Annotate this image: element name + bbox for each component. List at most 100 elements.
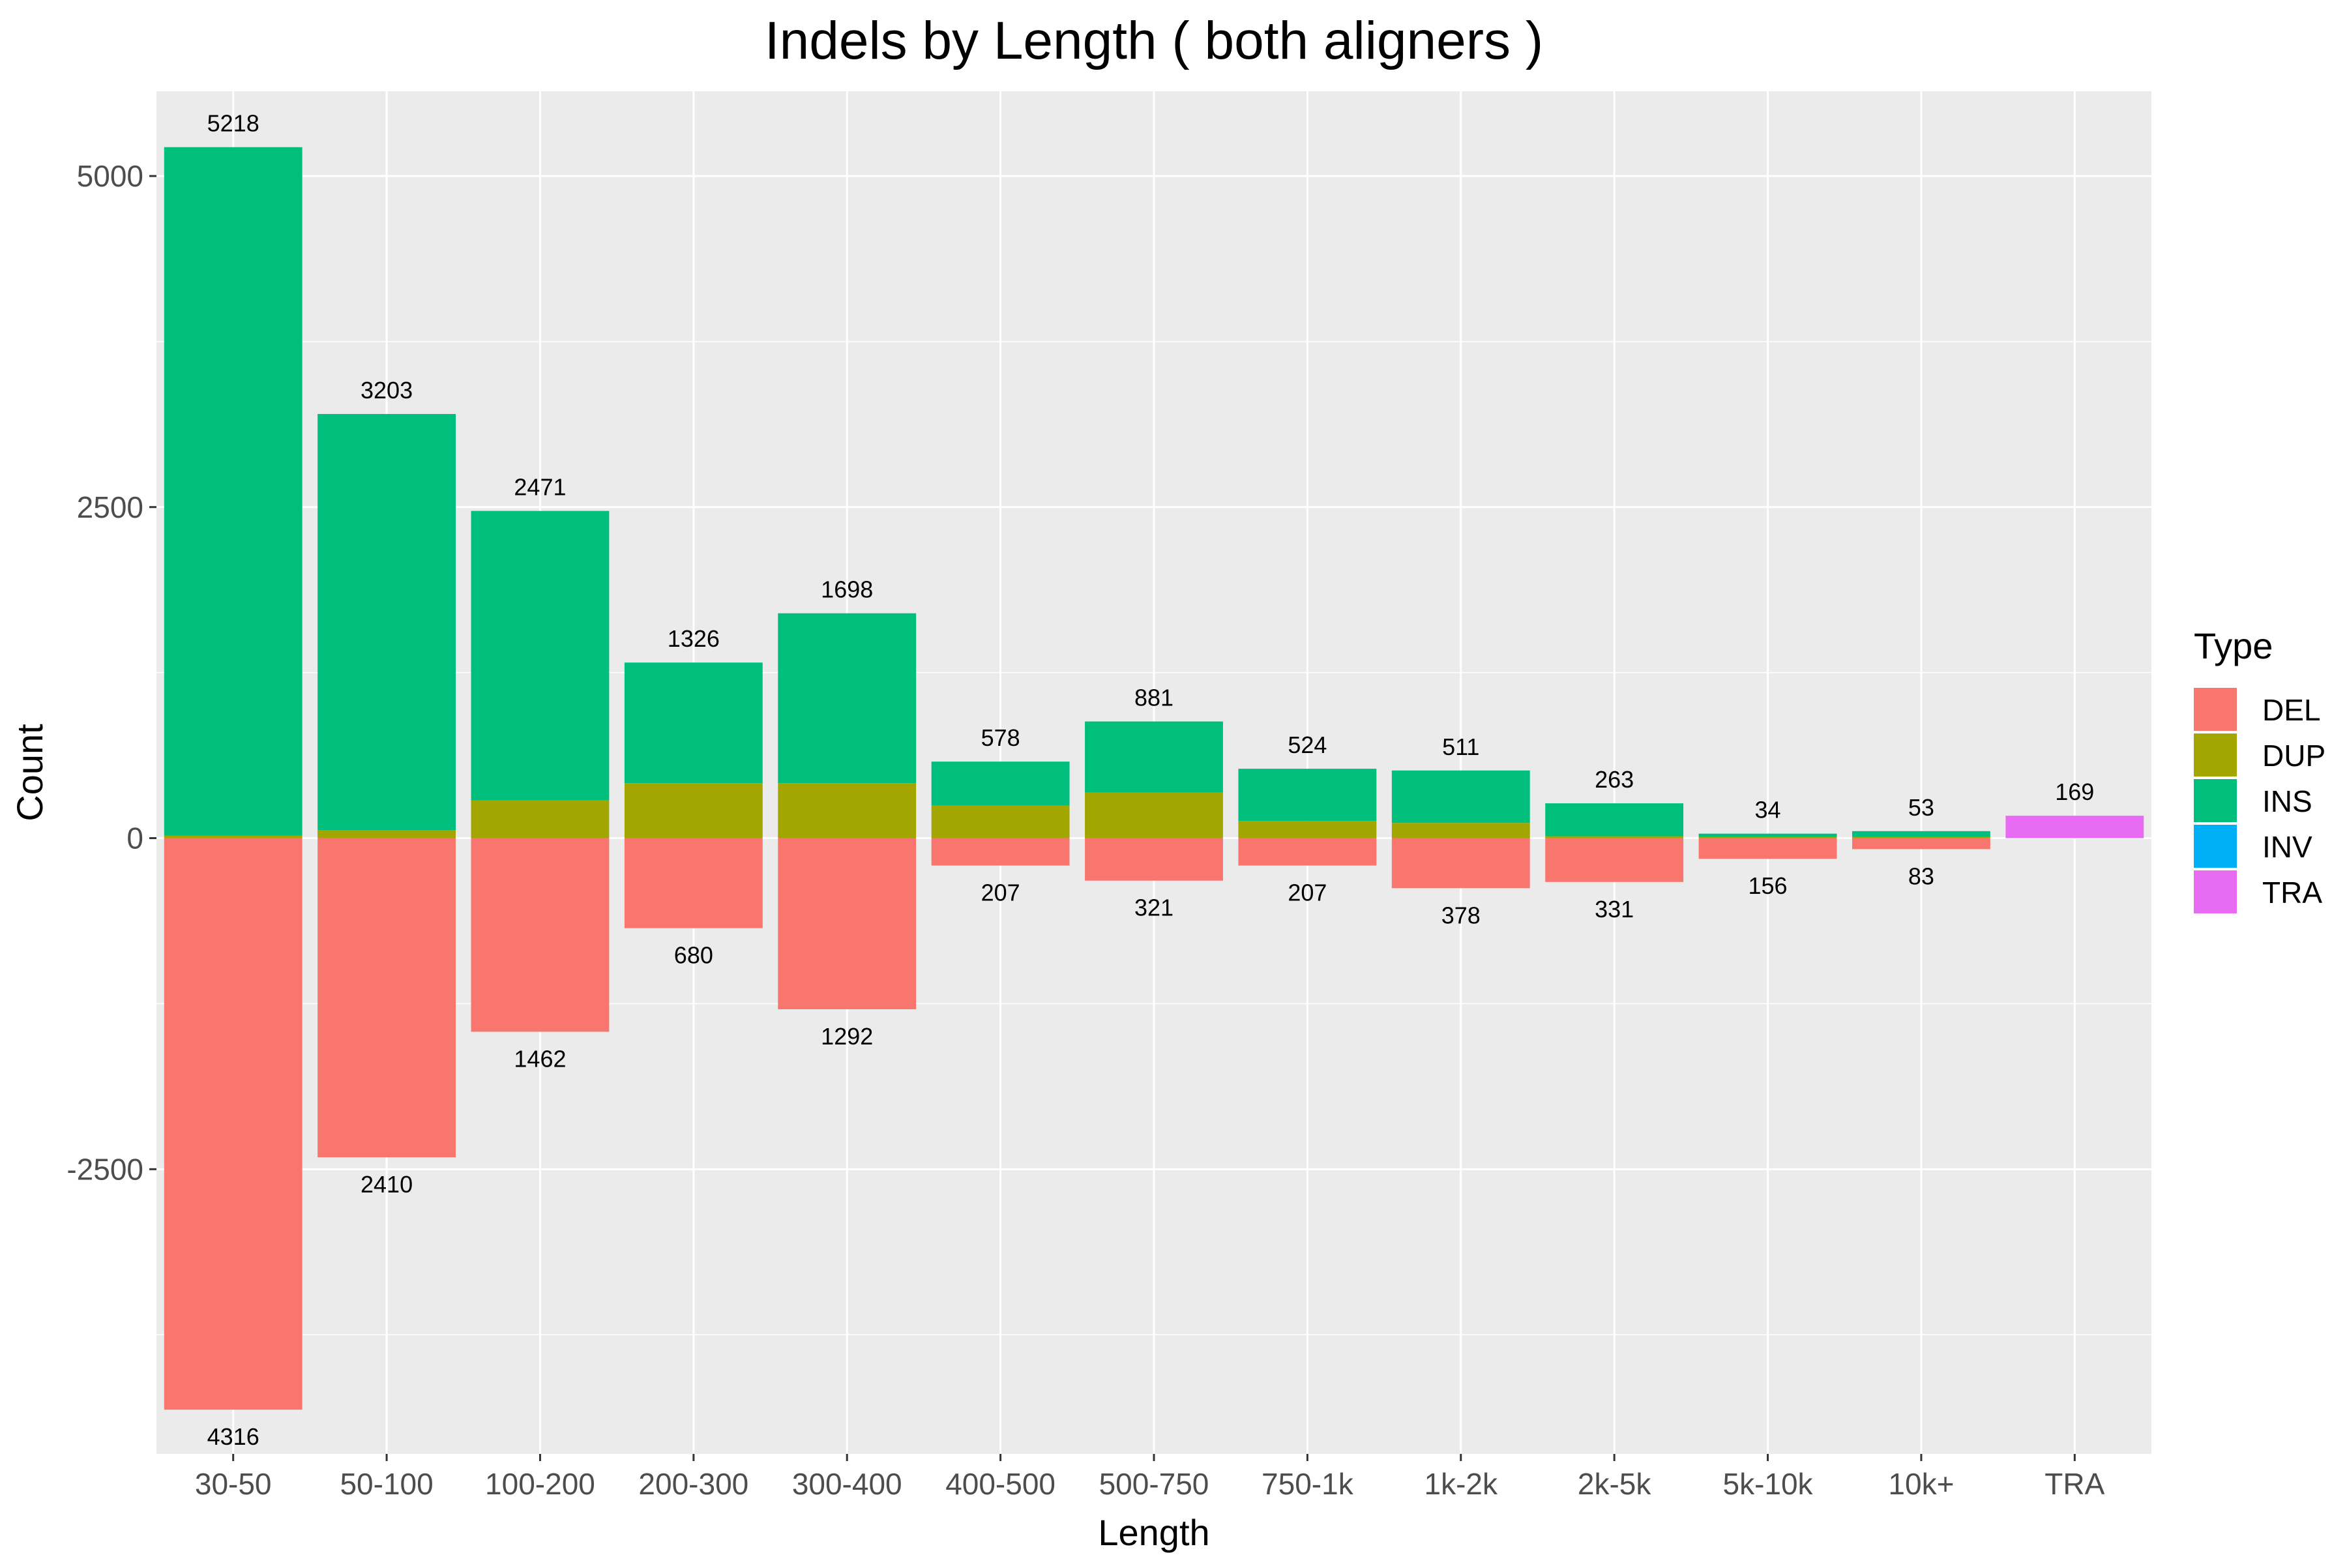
- bar-del-2k-5k: [1545, 838, 1684, 882]
- bar-dup-300-400: [778, 783, 917, 838]
- bar-dup-100-200: [471, 800, 610, 838]
- bars: [164, 147, 2144, 1410]
- bar-dup-400-500: [931, 805, 1070, 838]
- bar-del-100-200: [471, 838, 610, 1032]
- y-tick-label: 0: [126, 821, 143, 855]
- bar-dup-10k+: [1852, 836, 1990, 838]
- data-label-positive: 524: [1288, 732, 1327, 758]
- legend-key-del: [2194, 688, 2237, 731]
- bar-ins-5k-10k: [1698, 833, 1837, 837]
- legend-title: Type: [2194, 625, 2273, 666]
- bar-ins-50-100: [317, 413, 456, 831]
- bar-dup-2k-5k: [1545, 836, 1684, 838]
- x-tick-label: TRA: [2044, 1467, 2104, 1501]
- bar-del-300-400: [778, 838, 917, 1009]
- bar-ins-30-50: [164, 147, 303, 836]
- legend-label-del: DEL: [2262, 693, 2320, 727]
- data-label-negative: 378: [1441, 902, 1481, 928]
- data-label-positive: 169: [2055, 778, 2094, 805]
- legend-key-inv: [2194, 825, 2237, 868]
- data-label-positive: 3203: [361, 377, 413, 404]
- data-label-negative: 2410: [361, 1171, 413, 1198]
- data-label-positive: 5218: [207, 110, 259, 137]
- data-label-positive: 2471: [514, 474, 566, 501]
- bar-dup-30-50: [164, 835, 303, 838]
- legend-key-tra: [2194, 870, 2237, 913]
- x-tick-label: 200-300: [638, 1467, 748, 1501]
- bar-dup-750-1k: [1238, 821, 1377, 838]
- legend: Type DEL DUP INS INV TRA: [2194, 625, 2325, 913]
- x-tick-label: 2k-5k: [1578, 1467, 1651, 1501]
- x-tick-label: 5k-10k: [1722, 1467, 1813, 1501]
- x-tick-label: 750-1k: [1262, 1467, 1354, 1501]
- bar-del-1k-2k: [1391, 838, 1530, 889]
- data-label-negative: 156: [1748, 872, 1787, 899]
- data-label-negative: 83: [1908, 863, 1934, 889]
- data-label-negative: 680: [674, 942, 713, 969]
- x-axis-title: Length: [1098, 1512, 1209, 1553]
- bar-dup-200-300: [624, 783, 763, 838]
- bar-del-200-300: [624, 838, 763, 928]
- bar-dup-50-100: [317, 830, 456, 838]
- data-label-positive: 881: [1134, 685, 1174, 711]
- data-label-positive: 53: [1908, 794, 1934, 821]
- x-axis: 30-50 50-100 100-200 200-300 300-400 400-500 5…: [195, 1454, 2105, 1501]
- chart-title: Indels by Length ( both aligners ): [765, 11, 1543, 70]
- bar-dup-5k-10k: [1698, 836, 1837, 838]
- bar-del-30-50: [164, 838, 303, 1410]
- x-tick-label: 100-200: [485, 1467, 595, 1501]
- data-labels: 5218 4316 3203 2410 2471 1462 1326 680 1698 1292 5…: [207, 110, 2095, 1450]
- bar-ins-300-400: [778, 613, 917, 784]
- bar-del-750-1k: [1238, 838, 1377, 866]
- bar-del-500-750: [1085, 838, 1223, 881]
- data-label-negative: 321: [1134, 895, 1174, 921]
- bar-tra-TRA: [2005, 816, 2144, 838]
- y-tick-label: 5000: [77, 159, 143, 193]
- bar-ins-1k-2k: [1391, 770, 1530, 823]
- data-label-positive: 1326: [668, 625, 720, 652]
- data-label-negative: 207: [981, 880, 1020, 906]
- x-tick-label: 500-750: [1099, 1467, 1209, 1501]
- bar-ins-750-1k: [1238, 769, 1377, 821]
- y-tick-label: -2500: [66, 1152, 143, 1186]
- data-label-negative: 207: [1288, 880, 1327, 906]
- y-tick-label: 2500: [77, 490, 143, 524]
- bar-ins-2k-5k: [1545, 803, 1684, 836]
- bar-ins-500-750: [1085, 721, 1223, 793]
- data-label-negative: 1292: [821, 1023, 873, 1050]
- y-axis: -2500 0 2500 5000: [66, 159, 156, 1186]
- x-tick-label: 50-100: [340, 1467, 433, 1501]
- bar-del-10k+: [1852, 838, 1990, 850]
- data-label-positive: 34: [1755, 797, 1781, 823]
- legend-label-ins: INS: [2262, 784, 2312, 818]
- bar-ins-200-300: [624, 662, 763, 784]
- data-label-negative: 4316: [207, 1423, 259, 1450]
- data-label-negative: 1462: [514, 1045, 566, 1072]
- bar-del-400-500: [931, 838, 1070, 866]
- legend-key-dup: [2194, 733, 2237, 777]
- x-tick-label: 30-50: [195, 1467, 272, 1501]
- data-label-negative: 331: [1595, 896, 1634, 923]
- bar-dup-1k-2k: [1391, 823, 1530, 838]
- legend-key-ins: [2194, 779, 2237, 822]
- bar-del-5k-10k: [1698, 838, 1837, 859]
- bar-ins-400-500: [931, 762, 1070, 806]
- bar-del-50-100: [317, 838, 456, 1158]
- legend-label-tra: TRA: [2262, 876, 2322, 910]
- x-tick-label: 400-500: [945, 1467, 1055, 1501]
- data-label-positive: 578: [981, 724, 1020, 751]
- data-label-positive: 1698: [821, 576, 873, 603]
- bar-ins-10k+: [1852, 831, 1990, 837]
- bar-dup-500-750: [1085, 792, 1223, 838]
- x-tick-label: 300-400: [792, 1467, 902, 1501]
- bar-ins-100-200: [471, 510, 610, 801]
- data-label-positive: 511: [1442, 733, 1479, 760]
- x-tick-label: 1k-2k: [1424, 1467, 1498, 1501]
- x-tick-label: 10k+: [1888, 1467, 1954, 1501]
- y-axis-title: Count: [9, 724, 50, 821]
- legend-label-inv: INV: [2262, 830, 2312, 864]
- legend-label-dup: DUP: [2262, 739, 2325, 773]
- data-label-positive: 263: [1595, 766, 1634, 793]
